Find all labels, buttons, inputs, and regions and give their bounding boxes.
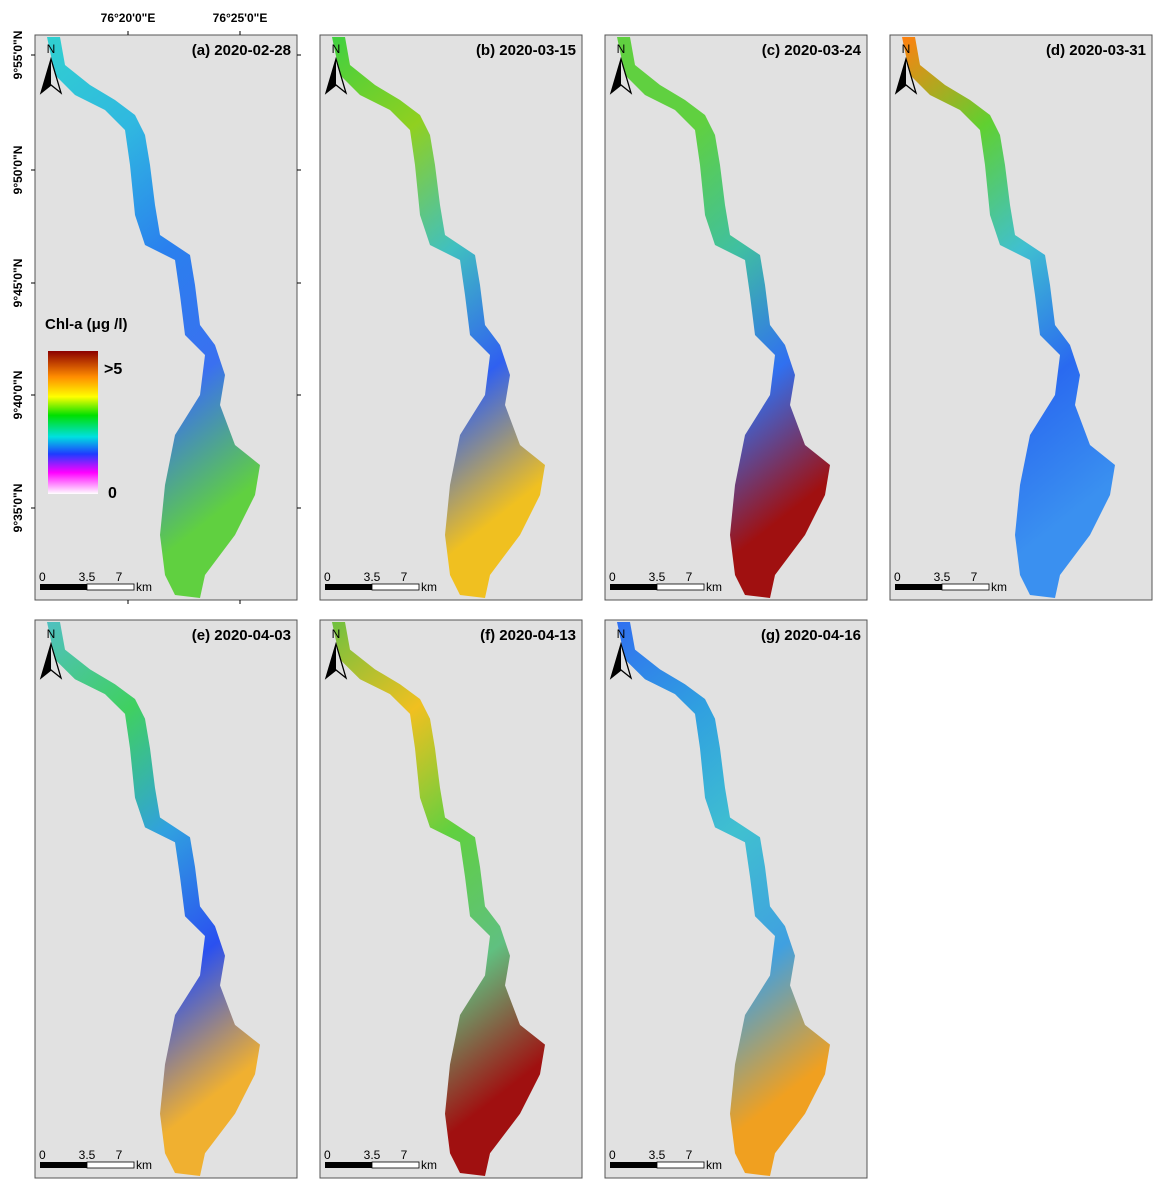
scale-tick-label: 7: [686, 1148, 693, 1162]
latitude-label: 9°35'0"N: [11, 484, 25, 533]
scale-tick-label: 3.5: [79, 570, 96, 584]
map-panel: (a) 2020-02-28 N 0 3.5 7 km: [34, 34, 298, 601]
scale-tick-label: 0: [39, 1148, 46, 1162]
legend-min-label: 0: [108, 485, 117, 502]
scale-tick-label: 0: [894, 570, 901, 584]
north-arrow-fill: [611, 59, 621, 93]
scale-tick-label: 7: [686, 570, 693, 584]
map-panel: (b) 2020-03-15 N 0 3.5 7 km: [319, 34, 583, 601]
scale-tick-label: 7: [116, 570, 123, 584]
legend-max-label: >5: [104, 361, 122, 378]
legend-colorbar: [48, 351, 98, 494]
scale-bar-white: [656, 1161, 705, 1169]
panel-label: (e) 2020-04-03: [192, 627, 291, 644]
lake-imagery: [332, 37, 545, 598]
scale-tick-label: 3.5: [649, 1148, 666, 1162]
scale-tick-label: 0: [609, 570, 616, 584]
panel-label: (g) 2020-04-16: [761, 627, 861, 644]
north-arrow-fill: [896, 59, 906, 93]
scale-tick-label: 3.5: [364, 1148, 381, 1162]
north-arrow-fill: [326, 644, 336, 678]
lake-imagery: [902, 37, 1115, 598]
latitude-label: 9°40'0"N: [11, 371, 25, 420]
north-label: N: [617, 42, 626, 56]
latitude-label: 9°55'0"N: [11, 31, 25, 80]
lake-imagery: [332, 621, 545, 1177]
lake-imagery: [47, 37, 260, 598]
scale-unit: km: [706, 580, 722, 594]
scale-bar-white: [656, 583, 705, 591]
scale-tick-label: 7: [401, 570, 408, 584]
longitude-label: 76°25'0"E: [213, 11, 268, 25]
scale-tick-label: 0: [609, 1148, 616, 1162]
legend-title: Chl-a (μg /l): [45, 316, 128, 333]
north-arrow-fill: [41, 644, 51, 678]
north-label: N: [332, 42, 341, 56]
scale-tick-label: 7: [971, 570, 978, 584]
scale-bar-black: [325, 584, 372, 590]
map-panel: (g) 2020-04-16 N 0 3.5 7 km: [604, 619, 868, 1179]
scale-bar-black: [610, 584, 657, 590]
north-label: N: [47, 627, 56, 641]
scale-tick-label: 0: [324, 1148, 331, 1162]
north-arrow-fill: [611, 644, 621, 678]
north-label: N: [332, 627, 341, 641]
panel-label: (d) 2020-03-31: [1046, 42, 1146, 59]
panel-label: (a) 2020-02-28: [192, 42, 291, 59]
scale-bar-black: [895, 584, 942, 590]
scale-unit: km: [706, 1158, 722, 1172]
scale-bar-white: [86, 583, 135, 591]
north-label: N: [617, 627, 626, 641]
scale-unit: km: [421, 1158, 437, 1172]
scale-tick-label: 3.5: [79, 1148, 96, 1162]
scale-bar-white: [941, 583, 990, 591]
latitude-label: 9°45'0"N: [11, 259, 25, 308]
scale-bar-black: [610, 1162, 657, 1168]
lake-imagery: [617, 621, 830, 1177]
scale-tick-label: 7: [401, 1148, 408, 1162]
scale-tick-label: 7: [116, 1148, 123, 1162]
lake-imagery: [47, 621, 260, 1177]
scale-tick-label: 3.5: [649, 570, 666, 584]
map-panel: (f) 2020-04-13 N 0 3.5 7 km: [319, 619, 583, 1179]
scale-bar-white: [86, 1161, 135, 1169]
scale-tick-label: 0: [324, 570, 331, 584]
scale-unit: km: [136, 1158, 152, 1172]
north-label: N: [902, 42, 911, 56]
scale-tick-label: 3.5: [934, 570, 951, 584]
scale-unit: km: [136, 580, 152, 594]
north-arrow-fill: [41, 59, 51, 93]
panel-label: (f) 2020-04-13: [480, 627, 576, 644]
latitude-label: 9°50'0"N: [11, 146, 25, 195]
longitude-label: 76°20'0"E: [101, 11, 156, 25]
scale-unit: km: [991, 580, 1007, 594]
panel-label: (b) 2020-03-15: [476, 42, 576, 59]
scale-bar-white: [371, 583, 420, 591]
scale-tick-label: 3.5: [364, 570, 381, 584]
map-panel: (c) 2020-03-24 N 0 3.5 7 km: [604, 34, 868, 601]
north-arrow-fill: [326, 59, 336, 93]
scale-unit: km: [421, 580, 437, 594]
scale-bar-black: [40, 584, 87, 590]
scale-bar-white: [371, 1161, 420, 1169]
scale-tick-label: 0: [39, 570, 46, 584]
lake-imagery: [617, 37, 830, 598]
scale-bar-black: [325, 1162, 372, 1168]
north-label: N: [47, 42, 56, 56]
map-panel: (e) 2020-04-03 N 0 3.5 7 km: [34, 619, 298, 1179]
scale-bar-black: [40, 1162, 87, 1168]
panel-label: (c) 2020-03-24: [762, 42, 862, 59]
map-panel: (d) 2020-03-31 N 0 3.5 7 km: [889, 34, 1153, 601]
